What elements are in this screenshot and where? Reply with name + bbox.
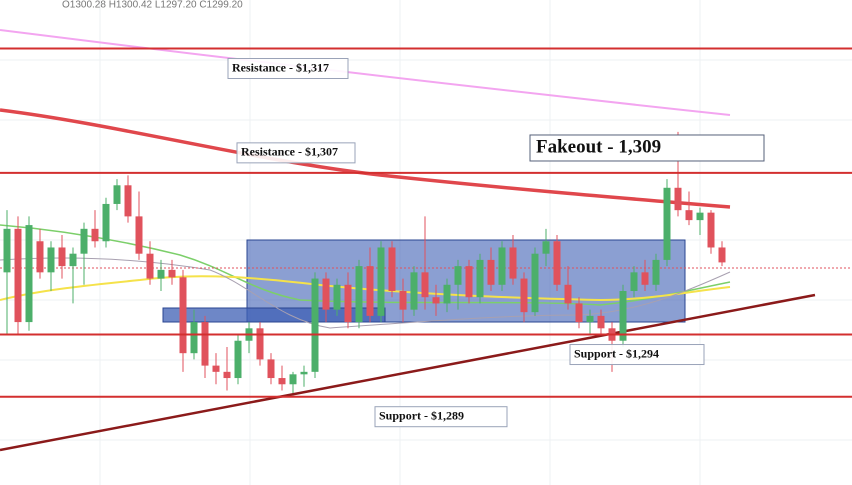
level-label-box <box>236 142 356 164</box>
candle-body <box>597 315 605 329</box>
candle-body <box>432 297 440 304</box>
level-label: Support - $1,294 <box>574 346 659 360</box>
level-label-box <box>569 344 705 366</box>
candle-body <box>113 185 121 204</box>
candle-body <box>146 253 154 279</box>
fakeout-box <box>529 134 765 162</box>
candle-body <box>388 247 396 291</box>
candle-body <box>685 210 693 221</box>
candle-body <box>344 284 352 323</box>
candle-body <box>443 284 451 304</box>
candle-body <box>36 241 44 273</box>
candle-body <box>696 212 704 221</box>
candle-body <box>58 247 66 267</box>
trendline <box>0 293 816 452</box>
candle-body <box>135 216 143 254</box>
candle-body <box>179 277 187 354</box>
candle-body <box>47 247 55 273</box>
candle-body <box>663 187 671 260</box>
level-label: Resistance - $1,317 <box>232 60 329 74</box>
candle-body <box>531 253 539 313</box>
candle-body <box>278 378 286 385</box>
candle-body <box>322 278 330 310</box>
candle-body <box>300 371 308 375</box>
candle-body <box>157 269 165 279</box>
candle-body <box>256 328 264 360</box>
candle-body <box>25 225 33 323</box>
candle-body <box>542 241 550 254</box>
candle-body <box>3 228 11 273</box>
candle-body <box>102 203 110 242</box>
candle-body <box>674 187 682 211</box>
candle-body <box>333 284 341 310</box>
candle-body <box>476 259 484 298</box>
candle-body <box>190 322 198 354</box>
candle-body <box>421 272 429 298</box>
candle-body <box>267 359 275 379</box>
candle-body <box>707 212 715 248</box>
candle-body <box>553 241 561 285</box>
candle-body <box>586 315 594 323</box>
candle-body <box>69 253 77 267</box>
candle-body <box>355 266 363 323</box>
candle-body <box>377 247 385 316</box>
candle-body <box>234 340 242 379</box>
candle-body <box>168 269 176 278</box>
candle-body <box>410 272 418 310</box>
candle-body <box>91 228 99 242</box>
candle-body <box>124 185 132 217</box>
level-label-box <box>227 58 349 79</box>
candle-body <box>487 259 495 285</box>
candle-body <box>520 278 528 313</box>
level-label: Resistance - $1,307 <box>241 145 338 159</box>
level-label-box <box>374 406 508 428</box>
ohlc-header: O1300.28 H1300.42 L1297.20 C1299.20 <box>62 0 243 11</box>
candle-body <box>366 266 374 316</box>
candle-body <box>311 278 319 372</box>
candle-body <box>201 322 209 366</box>
level-label: Support - $1,289 <box>379 408 464 422</box>
candle-body <box>289 374 297 385</box>
candle-body <box>509 247 517 279</box>
range-box-small <box>162 307 386 323</box>
candle-body <box>619 291 627 341</box>
candle-body <box>575 303 583 323</box>
candle-body <box>718 247 726 263</box>
candle-body <box>652 259 660 285</box>
candle-body <box>212 365 220 372</box>
candle-body <box>564 284 572 304</box>
candle-body <box>641 272 649 285</box>
fakeout-label: Fakeout - 1,309 <box>536 136 661 157</box>
candle-body <box>454 266 462 285</box>
candle-body <box>498 247 506 285</box>
candle-body <box>630 272 638 291</box>
candle-body <box>80 228 88 254</box>
candle-body <box>465 266 473 298</box>
candle-body <box>223 371 231 379</box>
candle-body <box>14 228 22 323</box>
candle-body <box>399 291 407 310</box>
